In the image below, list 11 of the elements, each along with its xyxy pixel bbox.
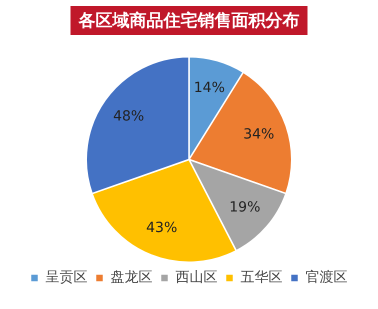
data-label: 19% bbox=[229, 200, 260, 216]
legend-label: 官渡区 bbox=[306, 270, 348, 286]
legend-label: 五华区 bbox=[240, 270, 282, 286]
data-label: 48% bbox=[113, 108, 144, 124]
data-label: 43% bbox=[146, 220, 178, 236]
data-label: 14% bbox=[194, 80, 225, 96]
legend-label: 西山区 bbox=[176, 270, 218, 286]
legend-label: 呈贡区 bbox=[46, 270, 88, 286]
data-label: 34% bbox=[243, 126, 274, 143]
chart-title: 各区域商品住宅销售面积分布 bbox=[70, 6, 308, 35]
legend-label: 盘龙区 bbox=[110, 270, 152, 286]
